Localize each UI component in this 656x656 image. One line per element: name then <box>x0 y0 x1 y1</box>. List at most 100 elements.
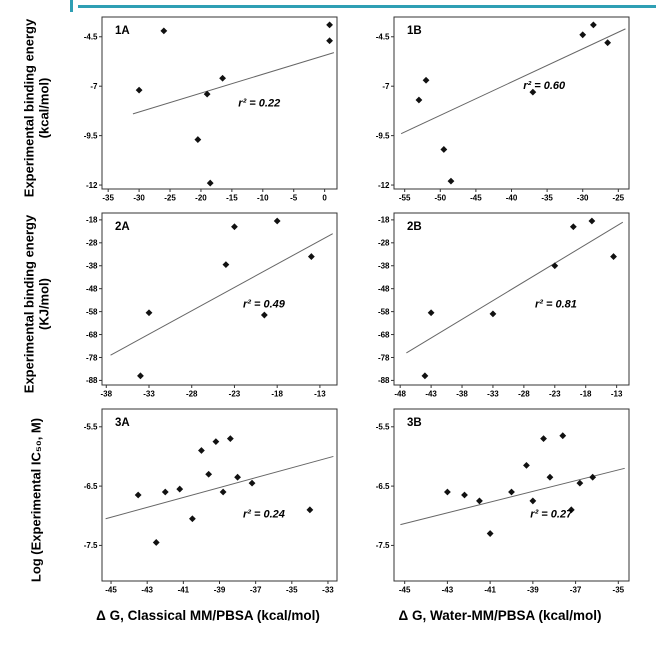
svg-text:-25: -25 <box>164 194 176 203</box>
svg-text:-28: -28 <box>86 239 98 248</box>
svg-text:-18: -18 <box>271 390 283 399</box>
svg-text:-35: -35 <box>613 586 625 595</box>
svg-text:-78: -78 <box>86 353 98 362</box>
svg-text:-28: -28 <box>378 239 390 248</box>
svg-text:-6.5: -6.5 <box>84 482 98 491</box>
svg-text:-78: -78 <box>378 353 390 362</box>
svg-text:-41: -41 <box>178 586 190 595</box>
y-axis-label-row3: Log (Experimental IC₅₀, M) <box>28 417 44 583</box>
svg-text:-48: -48 <box>394 390 406 399</box>
figure-row-2: Experimental binding energy (KJ/mol) -38… <box>2 208 654 404</box>
panel-3B: -45 -43 -41 -39 -37 -35 -5.5 -6.5 -7.5 3B r² = 0.2… <box>364 404 636 596</box>
panel-3A: -45 -43 -41 -39 -37 -35 -33 -5.5 -6.5 -7.5 3A r² = … <box>72 404 344 596</box>
scatter-plot-1B: -55 -50 -45 -40 -35 -30 -25 -4.5 -7 -9.5 -12 1B r² =… <box>376 16 630 203</box>
scatter-plot-3B: -45 -43 -41 -39 -37 -35 -5.5 -6.5 -7.5 3B r² = 0.2… <box>376 408 630 595</box>
svg-text:-88: -88 <box>86 376 98 385</box>
svg-text:-39: -39 <box>214 586 226 595</box>
panel-label-2A: 2A <box>115 221 130 233</box>
panel-2A: -38 -33 -28 -23 -18 -13 -18 -28 -38 -48 -58 -68 -78 -… <box>72 208 344 400</box>
svg-text:-7.5: -7.5 <box>376 541 390 550</box>
page-top-border-tick <box>70 0 73 12</box>
panel-label-3B: 3B <box>407 417 422 429</box>
scatter-plot-1A: -35 -30 -25 -20 -15 -10 -5 0 -4.5 -7 -9.5 -12 1A r² =… <box>84 16 338 203</box>
y-axis-label-row1: Experimental binding energy (kcal/mol) <box>21 18 51 198</box>
svg-text:0: 0 <box>322 194 327 203</box>
page-top-border <box>78 5 656 8</box>
svg-text:-25: -25 <box>613 194 625 203</box>
svg-text:-35: -35 <box>286 586 298 595</box>
svg-text:-30: -30 <box>133 194 145 203</box>
svg-text:-50: -50 <box>435 194 447 203</box>
svg-text:-4.5: -4.5 <box>84 33 98 42</box>
panel-label-2B: 2B <box>407 221 422 233</box>
r-squared-label-1B: r² = 0.60 <box>523 80 566 92</box>
scatter-plot-2A: -38 -33 -28 -23 -18 -13 -18 -28 -38 -48 -58 -68 -78 -… <box>86 212 338 399</box>
svg-text:-28: -28 <box>186 390 198 399</box>
six-panel-scatter-figure: Experimental binding energy (kcal/mol) -… <box>2 12 654 623</box>
svg-text:-5: -5 <box>290 194 298 203</box>
svg-text:-43: -43 <box>442 586 454 595</box>
svg-text:-12: -12 <box>378 181 390 190</box>
svg-text:-28: -28 <box>518 390 530 399</box>
svg-text:-6.5: -6.5 <box>376 482 390 491</box>
panel-label-1B: 1B <box>407 25 422 37</box>
svg-text:-7.5: -7.5 <box>84 541 98 550</box>
svg-text:-35: -35 <box>541 194 553 203</box>
svg-text:-5.5: -5.5 <box>84 423 98 432</box>
svg-text:-18: -18 <box>378 216 390 225</box>
svg-text:-45: -45 <box>105 586 117 595</box>
svg-text:-12: -12 <box>86 181 98 190</box>
scatter-plot-3A: -45 -43 -41 -39 -37 -35 -33 -5.5 -6.5 -7.5 3A r² = … <box>84 408 338 595</box>
svg-text:-9.5: -9.5 <box>84 131 98 140</box>
svg-text:-38: -38 <box>378 262 390 271</box>
svg-text:-5.5: -5.5 <box>376 423 390 432</box>
svg-text:-39: -39 <box>527 586 539 595</box>
svg-text:-37: -37 <box>250 586 262 595</box>
svg-text:-55: -55 <box>399 194 411 203</box>
svg-text:-41: -41 <box>484 586 496 595</box>
svg-text:-58: -58 <box>86 307 98 316</box>
svg-text:-10: -10 <box>257 194 269 203</box>
r-squared-label-3A: r² = 0.24 <box>243 508 285 520</box>
svg-text:-45: -45 <box>470 194 482 203</box>
svg-text:-15: -15 <box>226 194 238 203</box>
panel-1B: -55 -50 -45 -40 -35 -30 -25 -4.5 -7 -9.5 -12 1B r² =… <box>364 12 636 204</box>
x-axis-titles: Δ G, Classical MM/PBSA (kcal/mol) Δ G, W… <box>2 608 654 623</box>
svg-text:-48: -48 <box>378 284 390 293</box>
svg-text:-45: -45 <box>399 586 411 595</box>
panel-label-1A: 1A <box>115 25 130 37</box>
y-axis-label-row2: Experimental binding energy (KJ/mol) <box>21 214 51 394</box>
svg-text:-43: -43 <box>141 586 153 595</box>
svg-text:-68: -68 <box>378 330 390 339</box>
svg-text:-20: -20 <box>195 194 207 203</box>
svg-text:-35: -35 <box>102 194 114 203</box>
r-squared-label-2B: r² = 0.81 <box>535 299 577 311</box>
svg-text:-33: -33 <box>143 390 155 399</box>
svg-text:-38: -38 <box>100 390 112 399</box>
scatter-plot-2B: -48 -43 -38 -33 -28 -23 -18 -13 -18 -28 -38 -48 -58 -… <box>378 212 630 399</box>
r-squared-label-1A: r² = 0.22 <box>238 97 280 109</box>
svg-text:-48: -48 <box>86 284 98 293</box>
svg-text:-37: -37 <box>570 586 582 595</box>
svg-text:-23: -23 <box>229 390 241 399</box>
figure-row-1: Experimental binding energy (kcal/mol) -… <box>2 12 654 208</box>
svg-text:-30: -30 <box>577 194 589 203</box>
x-axis-title-columnA: Δ G, Classical MM/PBSA (kcal/mol) <box>96 608 320 623</box>
r-squared-label-3B: r² = 0.27 <box>530 508 573 520</box>
r-squared-label-2A: r² = 0.49 <box>243 299 286 311</box>
panel-1A: -35 -30 -25 -20 -15 -10 -5 0 -4.5 -7 -9.5 -12 1A r² =… <box>72 12 344 204</box>
svg-text:-38: -38 <box>456 390 468 399</box>
svg-text:-33: -33 <box>487 390 499 399</box>
svg-text:-23: -23 <box>549 390 561 399</box>
svg-text:-38: -38 <box>86 262 98 271</box>
x-axis-title-columnB: Δ G, Water-MM/PBSA (kcal/mol) <box>398 608 602 623</box>
svg-text:-18: -18 <box>580 390 592 399</box>
svg-text:-43: -43 <box>425 390 437 399</box>
svg-text:-18: -18 <box>86 216 98 225</box>
svg-text:-58: -58 <box>378 307 390 316</box>
svg-text:-40: -40 <box>506 194 518 203</box>
svg-text:-33: -33 <box>322 586 334 595</box>
panel-label-3A: 3A <box>115 417 130 429</box>
svg-text:-13: -13 <box>314 390 326 399</box>
panel-2B: -48 -43 -38 -33 -28 -23 -18 -13 -18 -28 -38 -48 -58 -… <box>364 208 636 400</box>
